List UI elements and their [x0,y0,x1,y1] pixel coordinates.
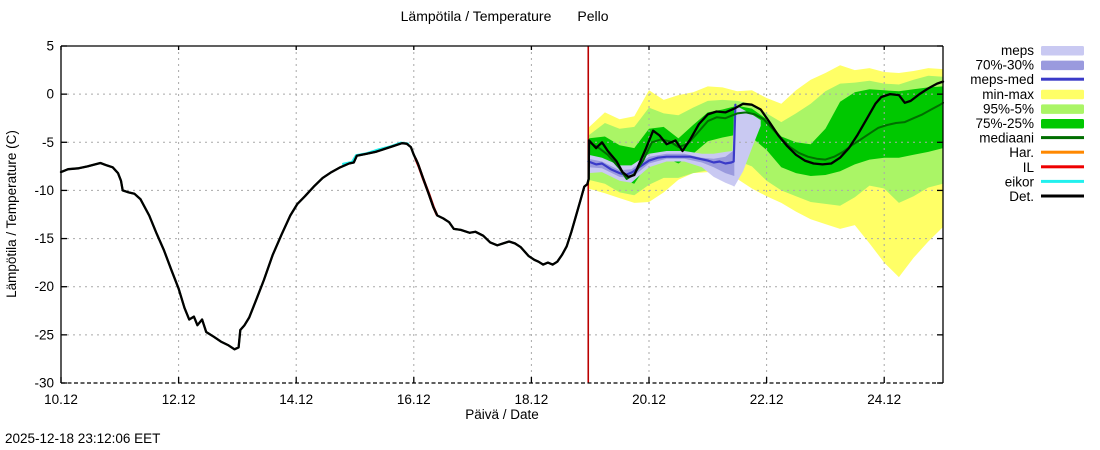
legend-swatch-line [1041,165,1084,169]
legend-swatch-band [1041,104,1084,114]
y-tick-label: 5 [46,39,54,54]
y-tick-label: 0 [46,87,54,102]
legend-item-il: IL [1023,160,1084,175]
legend: meps70%-30%meps-medmin-max95%-5%75%-25%m… [970,43,1084,204]
legend-swatch-line [1041,179,1084,183]
legend-item-meps: meps [1001,43,1084,58]
legend-item-mediaani: mediaani [979,131,1084,146]
line-Det. [59,80,945,351]
legend-label: meps-med [970,72,1034,87]
legend-item-det-: Det. [1009,189,1084,204]
y-tick-label: -5 [42,135,54,150]
y-tick-label: -10 [34,183,54,198]
data-lines [59,80,945,351]
ensemble-bands [588,65,943,278]
legend-label: 75%-25% [975,116,1034,131]
legend-swatch-line [1041,136,1084,140]
line-meps-med [587,103,737,177]
legend-item-75-25-: 75%-25% [975,116,1084,131]
plot-frame [60,45,944,384]
legend-item-har-: Har. [1009,145,1084,160]
gridlines [61,46,943,383]
legend-label: meps [1001,43,1034,58]
line-eikor [342,141,410,166]
band-70%-30% [588,150,735,178]
x-tick-label: 14.12 [279,392,313,407]
y-tick-label: -20 [34,279,54,294]
legend-label: IL [1023,160,1035,175]
legend-item-min-max: min-max [982,87,1084,102]
legend-swatch-line [1041,77,1084,81]
y-tick-label: -25 [34,327,54,342]
legend-label: Har. [1009,145,1034,160]
legend-item-meps-med: meps-med [970,72,1084,87]
legend-item-95-5-: 95%-5% [983,101,1084,116]
legend-item-eikor: eikor [1005,174,1084,189]
legend-label: mediaani [979,131,1034,146]
chart-station: Pello [577,8,608,24]
y-tick-label: -30 [34,376,54,391]
legend-swatch-line [1041,150,1084,154]
x-tick-label: 22.12 [750,392,784,407]
legend-swatch-band [1041,60,1084,71]
legend-swatch-band [1041,46,1084,56]
legend-label: min-max [982,87,1034,102]
legend-swatch-band [1041,89,1084,100]
tick-labels: 10.12 12.12 14.12 16.12 18.12 20.12 22.12 24.12… [34,39,901,408]
y-axis-label: Lämpötila / Temperature (C) [4,130,19,298]
x-tick-label: 12.12 [162,392,196,407]
legend-swatch-line [1041,194,1084,198]
timestamp: 2025-12-18 23:12:06 EET [5,431,160,446]
legend-label: Det. [1009,189,1034,204]
x-tick-label: 10.12 [44,392,78,407]
x-axis-label: Päivä / Date [465,407,539,422]
legend-label: 70%-30% [975,58,1034,73]
x-tick-label: 24.12 [867,392,901,407]
x-tick-label: 16.12 [397,392,431,407]
y-tick-label: -15 [34,231,54,246]
x-tick-label: 20.12 [632,392,666,407]
x-tick-label: 18.12 [515,392,549,407]
legend-item-70-30-: 70%-30% [975,58,1084,73]
chart-title: Lämpötila / Temperature [401,8,552,24]
legend-swatch-band [1041,119,1084,129]
legend-label: 95%-5% [983,101,1034,116]
legend-label: eikor [1005,174,1035,189]
